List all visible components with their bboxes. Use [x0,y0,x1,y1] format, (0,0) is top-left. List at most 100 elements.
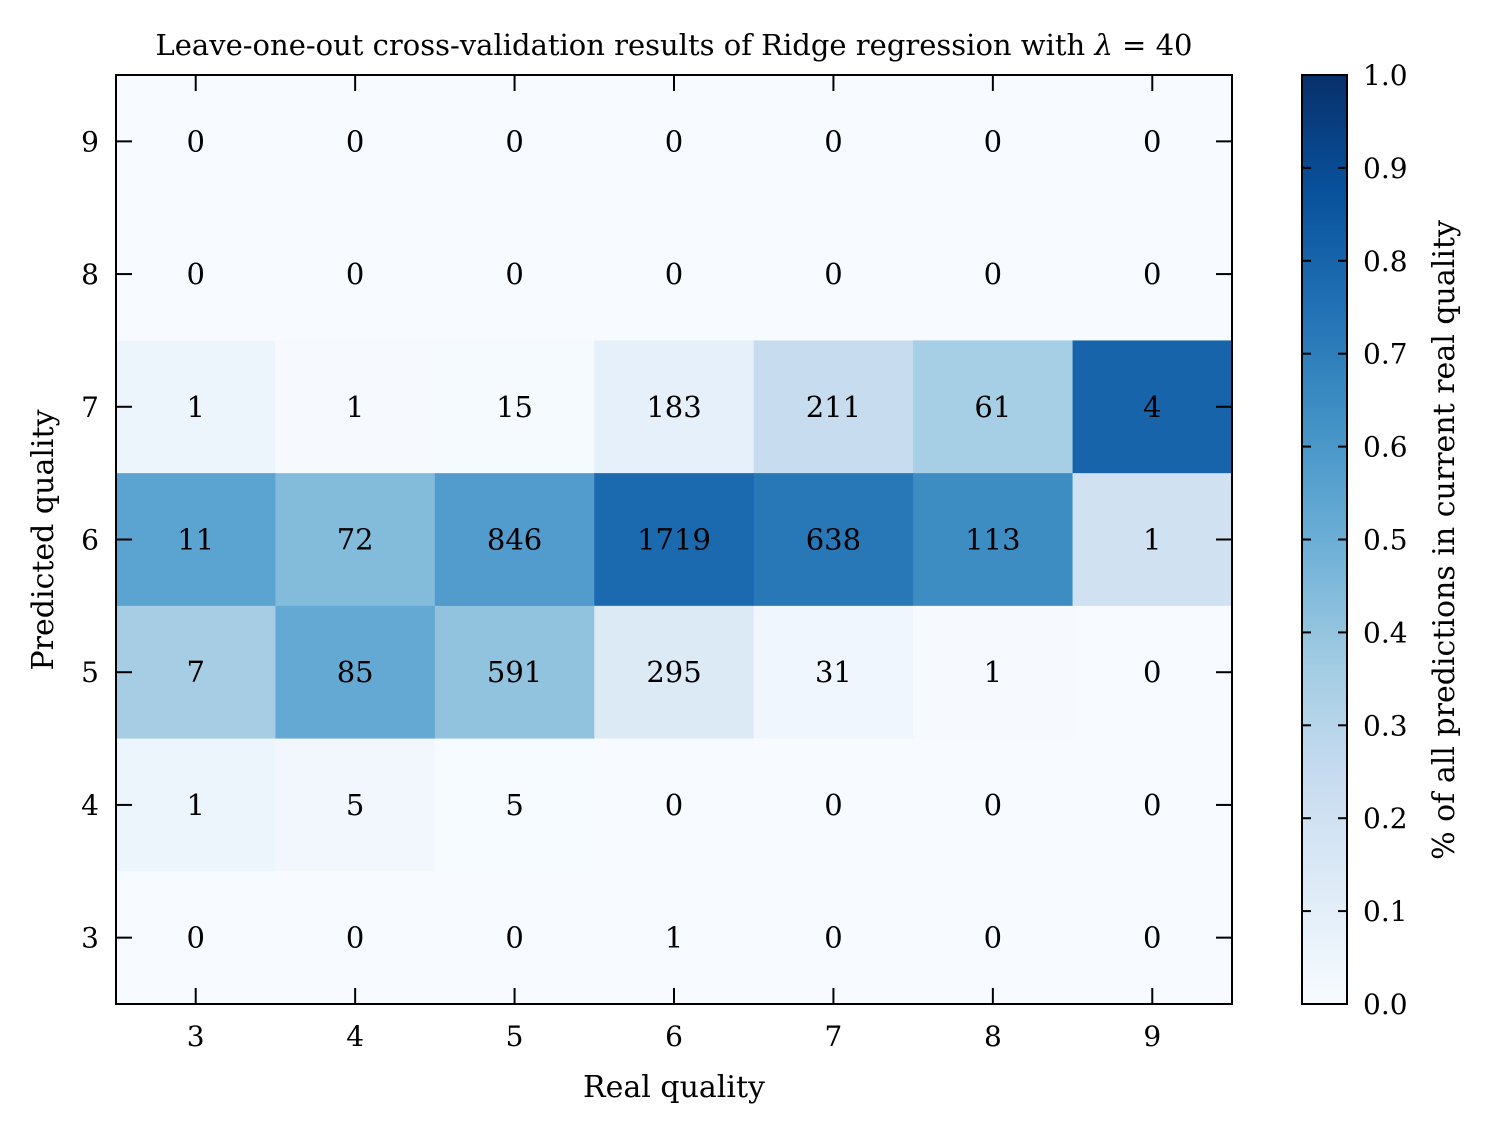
cell-value-label: 1 [346,390,364,424]
colorbar-tick-label: 0.4 [1363,616,1408,649]
heatmap-cell [913,473,1074,607]
heatmap-cell [434,605,595,740]
heatmap-cell [275,473,436,607]
y-tick-label: 4 [81,789,99,822]
cell-value-label: 113 [965,523,1020,557]
heatmap-cell [275,340,436,474]
cell-value-label: 0 [665,257,683,291]
heatmap-cell [1072,340,1233,474]
cell-value-label: 0 [1143,788,1161,822]
heatmap-cell [116,340,276,474]
heatmap-cell [594,340,755,474]
heatmap-cell [434,340,595,474]
cell-value-label: 0 [665,124,683,158]
heatmap-cell [275,75,436,209]
cell-value-label: 0 [505,921,523,955]
heatmap-cell [753,207,914,341]
heatmap-cell [434,207,595,341]
heatmap-cell [753,738,914,872]
heatmap-cell [275,605,436,740]
cell-value-label: 61 [974,390,1011,424]
cell-value-label: 85 [337,655,374,689]
heatmap-cell [1072,75,1233,209]
heatmap-cell [434,75,595,209]
cell-value-label: 0 [824,921,842,955]
heatmap-cell [594,473,755,607]
heatmap-cell [1072,207,1233,341]
cell-value-label: 5 [346,788,364,822]
cell-value-label: 0 [346,921,364,955]
heatmap-cell [1072,605,1233,740]
cell-value-label: 72 [337,523,374,557]
colorbar-tick-label: 1.0 [1363,59,1408,92]
y-axis-label: Predicted quality [26,409,61,670]
colorbar-tick-label: 0.7 [1363,338,1408,371]
y-tick-label: 8 [81,258,99,291]
colorbar-tick-label: 0.3 [1363,709,1408,742]
x-tick-label: 7 [825,1020,843,1053]
x-axis-label: Real quality [583,1070,765,1105]
heatmap-cell [913,871,1074,1005]
cell-value-label: 1 [186,390,204,424]
heatmap-cell [116,75,276,209]
cell-value-label: 0 [505,257,523,291]
heatmap-cell [116,473,276,607]
heatmap-cell [1072,871,1233,1005]
cell-value-label: 0 [1143,257,1161,291]
colorbar-label: % of all predictions in current real qua… [1427,220,1462,860]
cell-value-label: 0 [186,124,204,158]
axis-tick-labels: 3 4 5 6 7 8 9 9 8 7 6 5 4 3 [81,125,1161,1053]
cell-value-label: 0 [186,257,204,291]
cell-value-label: 1 [665,921,683,955]
cell-value-label: 0 [984,124,1002,158]
heatmap-cell [1072,738,1233,872]
cell-value-label: 1719 [637,523,711,557]
heatmap-cell [913,340,1074,474]
colorbar-ticks: 0.0 0.1 0.2 0.3 0.4 0.5 0.6 0.7 0.8 0.9 1.0 [1302,59,1408,1021]
heatmap-cell [594,738,755,872]
cell-value-label: 295 [646,655,701,689]
cell-value-label: 0 [984,257,1002,291]
heatmap-cell [913,605,1074,740]
cell-value-label: 0 [824,257,842,291]
cell-value-label: 0 [1143,655,1161,689]
cell-value-label: 0 [984,788,1002,822]
cell-value-label: 0 [824,124,842,158]
cell-value-label: 0 [346,124,364,158]
cell-value-label: 846 [487,523,542,557]
cell-value-label: 0 [505,124,523,158]
heatmap-cell [753,75,914,209]
heatmap-cell [753,871,914,1005]
axis-ticks [116,75,1232,1004]
plot-frame [115,74,1233,1005]
cell-value-label: 0 [984,921,1002,955]
cell-value-label: 0 [665,788,683,822]
cell-value-label: 0 [346,257,364,291]
cell-value-label: 0 [186,921,204,955]
cell-value-label: 31 [815,655,852,689]
heatmap-cell [753,473,914,607]
colorbar-tick-label: 0.2 [1363,802,1408,835]
heatmap-cell [753,605,914,740]
colorbar-tick-label: 0.1 [1363,895,1408,928]
heatmap-cell [116,207,276,341]
cell-value-label: 591 [487,655,542,689]
heatmap-cell [913,75,1074,209]
y-tick-label: 5 [81,656,99,689]
cell-value-label: 0 [824,788,842,822]
cell-value-label: 183 [646,390,701,424]
heatmap-cell [594,207,755,341]
heatmap-cell [275,207,436,341]
heatmap-cell [275,871,436,1005]
colorbar-tick-label: 0.9 [1363,152,1408,185]
heatmap-cell [116,738,276,872]
y-tick-label: 6 [81,524,99,557]
cell-value-label: 11 [177,523,214,557]
x-tick-label: 3 [187,1020,205,1053]
heatmap-cell [434,473,595,607]
y-tick-label: 9 [81,125,99,158]
x-tick-label: 4 [346,1020,364,1053]
heatmap-cell [434,738,595,872]
colorbar-tick-label: 0.5 [1363,524,1408,557]
